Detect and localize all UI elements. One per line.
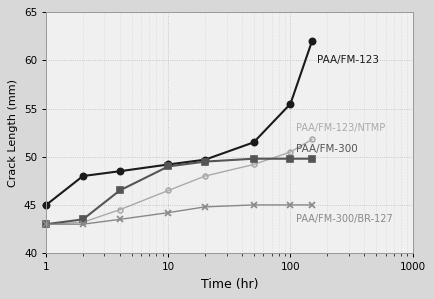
Text: PAA/FM-300: PAA/FM-300 (296, 144, 357, 154)
X-axis label: Time (hr): Time (hr) (201, 278, 258, 291)
Text: PAA/FM-123: PAA/FM-123 (317, 55, 379, 65)
Y-axis label: Crack Length (mm): Crack Length (mm) (8, 79, 18, 187)
Text: PAA/FM-123/NTMP: PAA/FM-123/NTMP (296, 123, 385, 133)
Text: PAA/FM-300/BR-127: PAA/FM-300/BR-127 (296, 214, 392, 224)
